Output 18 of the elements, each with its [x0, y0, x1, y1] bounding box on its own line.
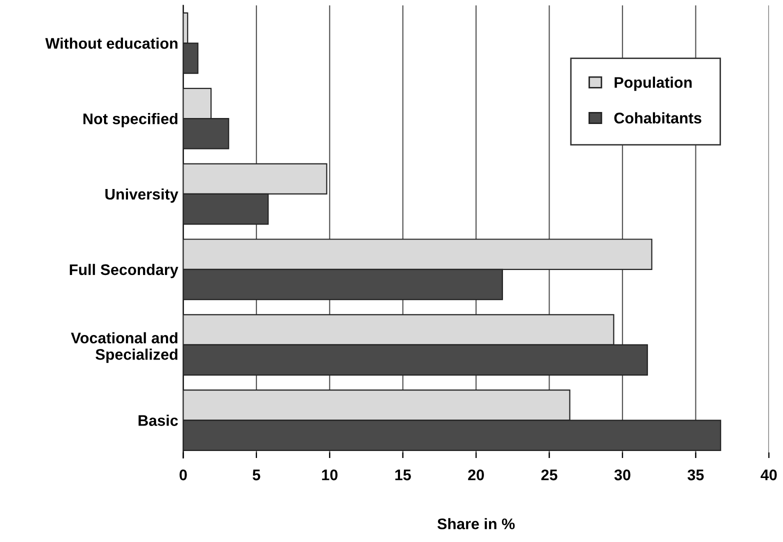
x-tick-label: 10: [322, 470, 338, 480]
y-tick-label: Not specified: [83, 113, 178, 128]
x-tick-label: 0: [180, 470, 187, 480]
legend-label: Cohabitants: [614, 112, 702, 124]
x-tick-label: 5: [252, 470, 260, 480]
x-tick-label: 40: [760, 470, 777, 480]
x-axis-title: Share in %: [437, 518, 515, 530]
x-tick-label: 20: [468, 470, 484, 480]
y-tick-label: Without education: [45, 38, 178, 49]
y-tick-label: University: [105, 188, 178, 203]
x-tick-label: 25: [541, 470, 558, 480]
y-tick-label: Vocational and Specialized: [70, 332, 178, 363]
y-tick-label: Full Secondary: [70, 264, 178, 278]
x-tick-label: 35: [688, 470, 704, 480]
legend-label: Population: [614, 76, 692, 91]
x-tick-label: 15: [395, 470, 411, 480]
x-tick-label: 30: [614, 470, 630, 480]
y-tick-label: Basic: [138, 414, 178, 426]
